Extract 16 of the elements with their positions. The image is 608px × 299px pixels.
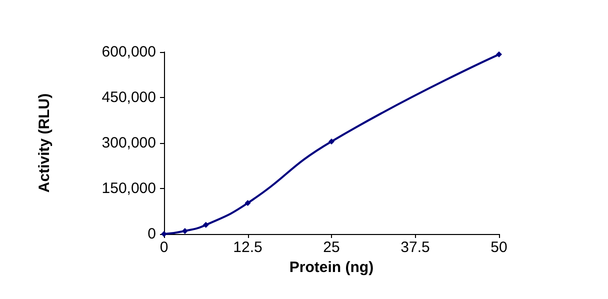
point [496,51,502,58]
y-axis-title: Activity (RLU) [36,93,53,193]
point [328,138,334,144]
y-tick-label: 150,000 [102,180,156,197]
x-tick-label: 50 [490,239,508,256]
y-tick-label: 600,000 [102,44,156,60]
point [244,200,251,206]
point [202,222,209,228]
y-tick-label: 0 [148,226,156,242]
x-tick-label: 12.5 [233,239,262,256]
y-tick-label: 300,000 [102,134,156,152]
x-axis-title: Protein (ng) [289,259,374,276]
x-tick-label: 37.5 [400,239,430,256]
x-tick-label: 25 [323,239,340,256]
y-tick-label: 450,000 [102,89,156,106]
x-tick-label: 0 [160,239,168,256]
